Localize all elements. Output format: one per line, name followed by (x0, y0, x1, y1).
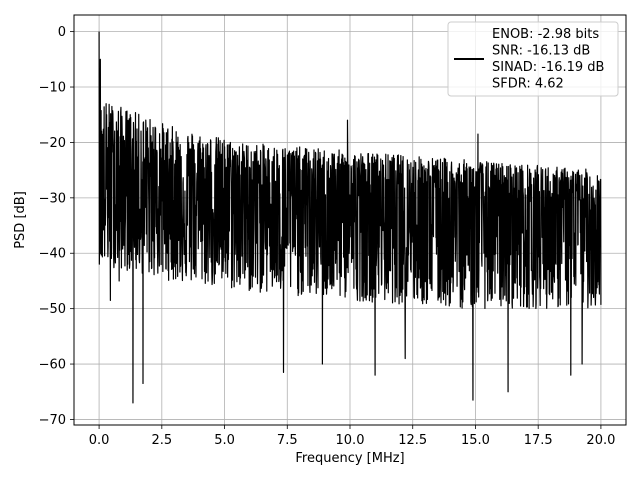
y-tick-label: −20 (39, 136, 66, 151)
x-tick-label: 7.5 (277, 433, 298, 448)
data-series (98, 31, 602, 404)
y-tick-label: 0 (58, 25, 66, 40)
x-tick-label: 20.0 (586, 433, 615, 448)
x-tick-label: 15.0 (461, 433, 490, 448)
legend-line-2: SNR: -16.13 dB (492, 44, 590, 59)
y-axis-ticks: 0 −10 −20 −30 −40 −50 −60 −70 (39, 25, 74, 428)
legend-line-1: ENOB: -2.98 bits (492, 27, 599, 42)
legend-line-3: SINAD: -16.19 dB (492, 60, 604, 75)
psd-trace (98, 31, 602, 404)
x-tick-label: 17.5 (524, 433, 553, 448)
y-tick-label: −70 (39, 413, 66, 428)
x-tick-label: 0.0 (89, 433, 110, 448)
x-tick-label: 10.0 (336, 433, 365, 448)
x-tick-label: 2.5 (151, 433, 172, 448)
x-axis-label: Frequency [MHz] (295, 451, 404, 466)
legend-box (447, 21, 619, 97)
y-tick-label: −10 (39, 81, 66, 96)
legend-line-4: SFDR: 4.62 (492, 77, 564, 92)
x-axis-ticks: 0.0 2.5 5.0 7.5 10.0 12.5 15.0 17.5 20.0 (89, 425, 615, 448)
y-tick-label: −30 (39, 191, 66, 206)
y-tick-label: −40 (39, 247, 66, 262)
y-tick-label: −60 (39, 358, 66, 373)
x-tick-label: 5.0 (214, 433, 235, 448)
x-tick-label: 12.5 (398, 433, 427, 448)
y-tick-label: −50 (39, 302, 66, 317)
y-axis-label: PSD [dB] (13, 191, 28, 249)
